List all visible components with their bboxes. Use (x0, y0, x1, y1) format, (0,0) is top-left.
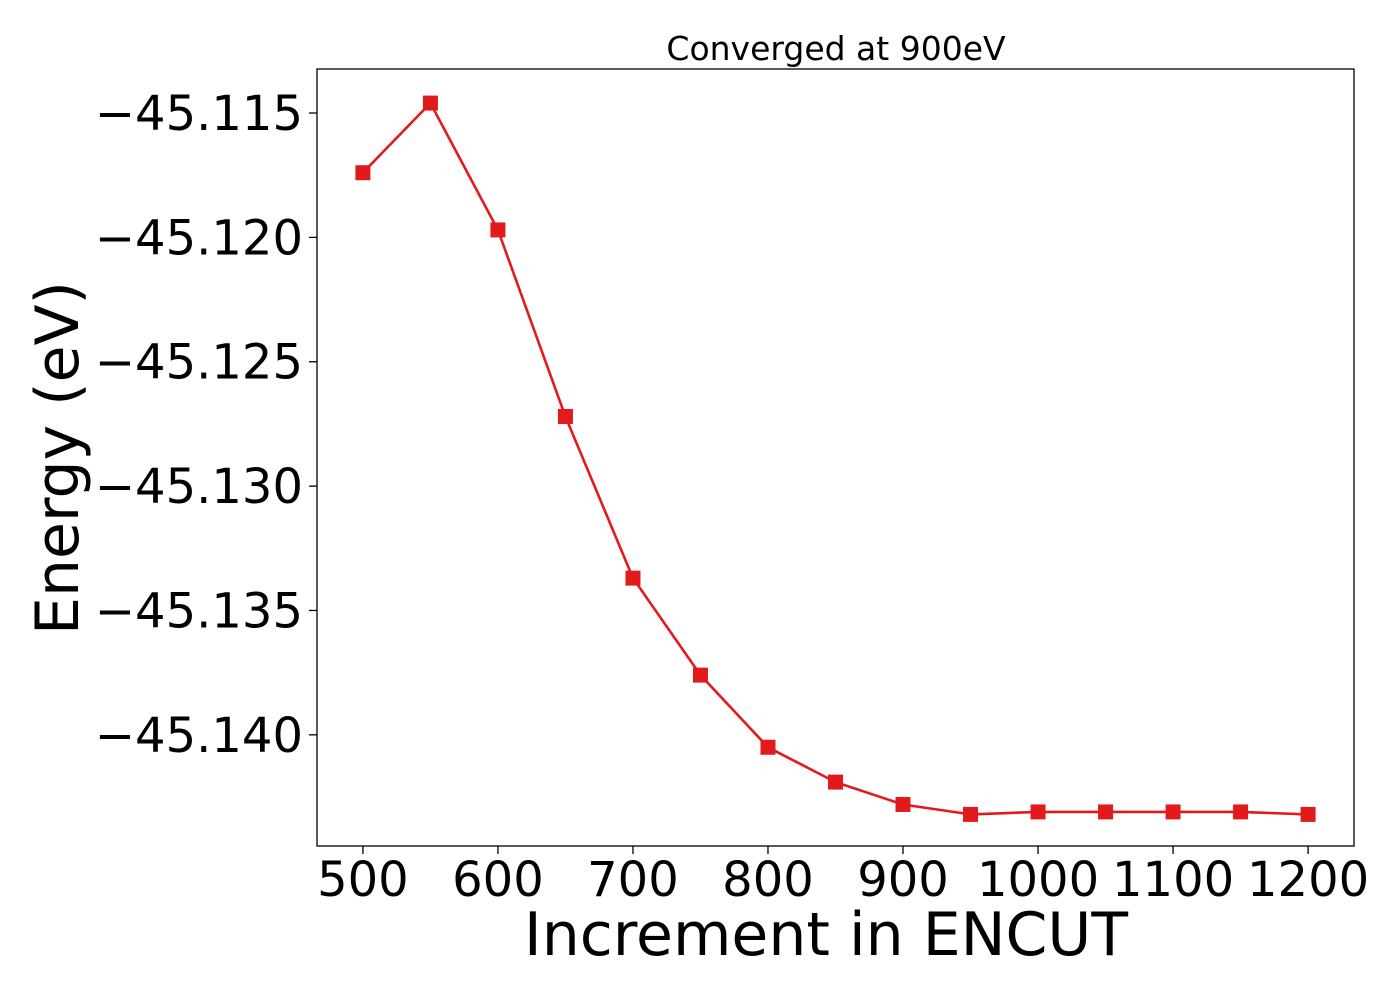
chart-title: Converged at 900eV (666, 29, 1006, 68)
data-point (692, 667, 708, 683)
y-tick-label: −45.115 (95, 86, 303, 142)
data-point (760, 739, 776, 755)
data-point (625, 570, 641, 586)
data-point (1165, 804, 1181, 820)
data-point (895, 796, 911, 812)
x-axis: 500 600 700 800 900 1000 1100 1200 (317, 846, 1369, 908)
y-axis-label: Energy (eV) (23, 281, 93, 635)
x-tick-label: 500 (317, 852, 409, 908)
data-point (490, 222, 506, 238)
data-point (557, 408, 573, 424)
series-line (361, 101, 1309, 816)
x-tick-label: 700 (587, 852, 679, 908)
data-point (963, 806, 979, 822)
x-tick-label: 1000 (977, 852, 1099, 908)
data-point (422, 95, 438, 111)
data-point (828, 774, 843, 790)
plot-area (355, 95, 1316, 822)
y-tick-label: −45.130 (95, 459, 303, 515)
x-axis-label: Increment in ENCUT (524, 900, 1128, 970)
x-tick-label: 900 (857, 852, 949, 908)
x-tick-label: 600 (452, 852, 544, 908)
plot-frame (316, 68, 1355, 847)
y-tick-label: −45.125 (95, 335, 303, 391)
data-point (1030, 804, 1046, 820)
data-point (1300, 806, 1316, 822)
y-tick-label: −45.120 (95, 210, 303, 266)
y-axis: −45.115 −45.120 −45.125 −45.130 −45.135 −45.1… (95, 86, 317, 764)
x-tick-label: 1200 (1247, 852, 1369, 908)
x-tick-label: 1100 (1112, 852, 1234, 908)
y-tick-label: −45.140 (95, 708, 303, 764)
data-point (355, 165, 371, 181)
x-tick-label: 800 (722, 852, 814, 908)
y-tick-label: −45.135 (95, 583, 303, 639)
data-point (1098, 804, 1114, 820)
data-point (1233, 804, 1249, 820)
